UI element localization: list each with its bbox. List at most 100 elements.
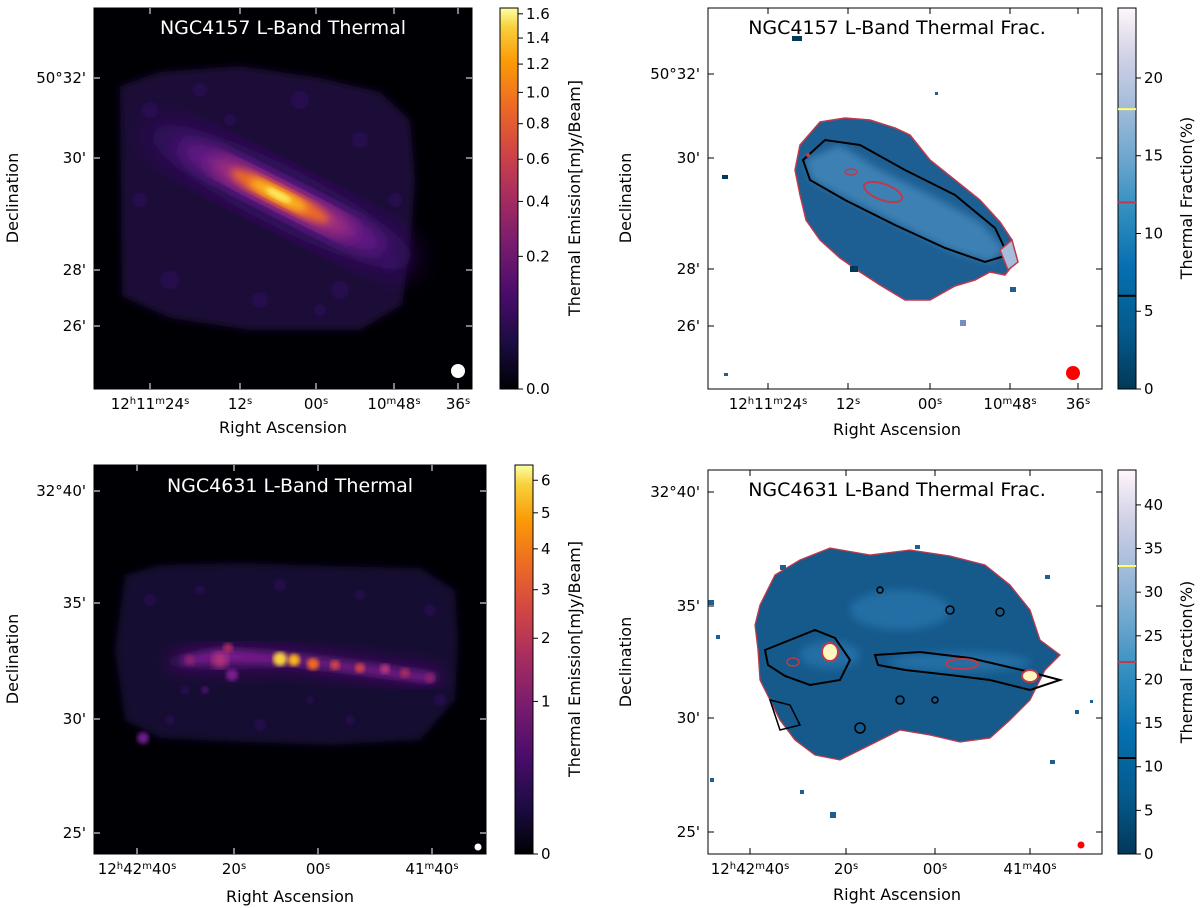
y-axis: 32°40' 35' 30' 25' (36, 482, 486, 842)
colorbar-tick-label: 1.6 (526, 5, 550, 23)
y-axis: 50°32' 30' 28' 26' (650, 65, 1102, 335)
y-tick-label: 28' (677, 260, 700, 278)
x-axis: 12h42m40s 20s 00s 41m40s (711, 470, 1057, 878)
y-tick-label: 25' (677, 823, 700, 841)
image-background (708, 470, 1102, 854)
panel-title: NGC4631 L-Band Thermal (167, 475, 413, 497)
colorbar (499, 7, 519, 390)
colorbar-tick-label: 0.0 (526, 380, 550, 398)
colorbar-tick-label: 35 (1144, 540, 1163, 558)
y-tick-label: 30' (63, 710, 86, 728)
plot-frame (93, 7, 473, 390)
x-tick-label: 00s (918, 395, 942, 413)
colorbar-label: Thermal Emission[mJy/Beam] (565, 541, 584, 778)
colorbar-ticks: 0 5 10 15 20 (1136, 69, 1163, 398)
y-tick-label: 30' (63, 149, 86, 167)
x-tick-label: 12h11m24s (729, 395, 808, 413)
x-tick-label: 12h42m40s (98, 860, 177, 878)
y-tick-label: 25' (63, 824, 86, 842)
y-tick-label: 28' (63, 261, 86, 279)
colorbar-tick-label: 1 (541, 692, 551, 710)
y-axis-label: Declination (3, 614, 22, 704)
colorbar-tick-label: 15 (1144, 714, 1163, 732)
y-tick-label: 50°32' (650, 65, 700, 83)
x-axis: 12h11m24s 12s 00s 10m48s 36s (729, 8, 1090, 413)
colorbar (514, 464, 534, 855)
colorbar (1117, 7, 1137, 390)
y-tick-label: 26' (677, 317, 700, 335)
colorbar-ticks: 0.0 0.2 0.4 0.6 0.8 1.0 1.2 1.4 1.6 (518, 5, 550, 398)
colorbar (1117, 469, 1137, 855)
colorbar-tick-label: 25 (1144, 627, 1163, 645)
y-tick-label: 35' (63, 594, 86, 612)
fraction-map (722, 36, 1019, 376)
x-tick-label: 41m40s (405, 860, 458, 878)
colorbar-tick-label: 20 (1144, 69, 1163, 87)
y-axis: 50°32' 30' 28' 26' (36, 69, 472, 335)
y-axis-label: Declination (3, 153, 22, 243)
panel-title: NGC4157 L-Band Thermal Frac. (748, 17, 1046, 39)
colorbar-tick-label: 5 (541, 504, 551, 522)
noise-region (115, 563, 458, 745)
beam-marker (451, 364, 465, 378)
x-tick-label: 36s (446, 395, 470, 413)
image-background (94, 465, 486, 854)
colorbar-tick-label: 0 (1144, 845, 1154, 863)
colorbar-tick-label: 1.0 (526, 83, 550, 101)
x-axis-label: Right Ascension (219, 418, 347, 437)
x-tick-label: 12h11m24s (111, 395, 190, 413)
x-axis-label: Right Ascension (226, 887, 354, 906)
colorbar-tick-label: 2 (541, 629, 551, 647)
colorbar-tick-label: 30 (1144, 583, 1163, 601)
colorbar-tick-label: 0 (1144, 380, 1154, 398)
colorbar-tick-label: 0.6 (526, 150, 550, 168)
x-tick-label: 36s (1066, 395, 1090, 413)
colorbar-tick-label: 5 (1144, 302, 1154, 320)
x-axis-label: Right Ascension (833, 885, 961, 904)
y-tick-label: 30' (677, 709, 700, 727)
panel-title: NGC4157 L-Band Thermal (160, 17, 406, 39)
x-axis-label: Right Ascension (833, 420, 961, 439)
x-tick-label: 41m40s (1003, 860, 1056, 878)
colorbar-tick-label: 0.8 (526, 115, 550, 133)
colorbar-tick-label: 0.2 (526, 247, 550, 265)
y-axis: 32°40' 35' 30' 25' (650, 483, 1102, 841)
colorbar-tick-label: 15 (1144, 147, 1163, 165)
x-tick-label: 00s (304, 395, 328, 413)
colorbar-ticks: 0 1 2 3 4 5 6 (533, 471, 551, 863)
x-tick-label: 10m48s (983, 395, 1036, 413)
image-background (708, 8, 1102, 389)
colorbar-contour-lines (1118, 108, 1136, 297)
colorbar-label: Thermal Fraction(%) (1177, 117, 1196, 281)
x-axis: 12h42m40s 20s 00s 41m40s (98, 465, 459, 878)
image-background (94, 8, 472, 389)
y-tick-label: 35' (677, 597, 700, 615)
beam-marker (474, 843, 482, 851)
plot-frame (93, 464, 487, 855)
colorbar-tick-label: 6 (541, 471, 551, 489)
x-axis: 12h11m24s 12s 00s 10m48s 36s (111, 8, 470, 413)
galaxy-emission (147, 123, 417, 271)
y-axis-label: Declination (616, 617, 635, 707)
colorbar-tick-label: 10 (1144, 224, 1163, 242)
colorbar-tick-label: 0 (541, 845, 551, 863)
colorbar-tick-label: 1.4 (526, 29, 550, 47)
fraction-map (708, 545, 1093, 818)
y-tick-label: 32°40' (36, 482, 86, 500)
panel-title: NGC4631 L-Band Thermal Frac. (748, 479, 1046, 501)
colorbar-label: Thermal Emission[mJy/Beam] (565, 80, 584, 317)
colorbar-tick-label: 1.2 (526, 55, 550, 73)
x-tick-label: 12s (836, 395, 860, 413)
colorbar-contour-lines (1118, 565, 1136, 759)
beam-marker (1077, 841, 1085, 849)
colorbar-ticks: 0 5 10 15 20 25 30 35 40 (1136, 496, 1163, 863)
x-tick-label: 12s (228, 395, 252, 413)
galaxy-emission (137, 643, 440, 744)
x-tick-label: 12h42m40s (711, 860, 790, 878)
colorbar-tick-label: 40 (1144, 496, 1163, 514)
colorbar-tick-label: 0.4 (526, 192, 550, 210)
x-tick-label: 20s (834, 860, 858, 878)
